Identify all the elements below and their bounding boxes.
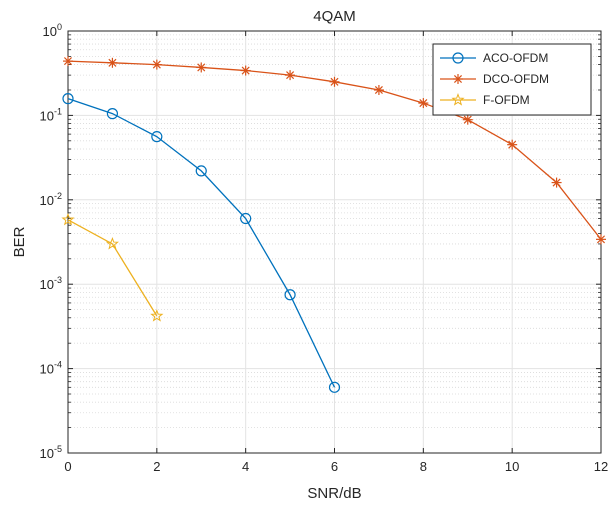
marker-stroke (241, 66, 250, 75)
legend-item-dco-ofdm: DCO-OFDM (440, 72, 549, 86)
data-point-aco-ofdm (284, 289, 296, 301)
legend-swatch-marker (451, 93, 465, 106)
y-axis-label: BER (11, 226, 28, 257)
x-tick-label: 12 (594, 459, 608, 474)
data-point-aco-ofdm (62, 93, 74, 105)
marker-stroke (286, 71, 295, 80)
series-layer (61, 56, 606, 393)
x-axis-label: SNR/dB (307, 485, 361, 502)
series-line-f-ofdm (67, 219, 158, 317)
marker-stroke (197, 63, 206, 72)
marker-stroke (508, 140, 517, 149)
marker-stroke (463, 115, 472, 124)
legend-swatch-marker (453, 74, 463, 84)
legend-label: DCO-OFDM (483, 72, 549, 86)
data-point-dco-ofdm (551, 177, 562, 188)
series-line-aco-ofdm (67, 98, 336, 388)
data-point-aco-ofdm (151, 131, 163, 143)
series-aco-ofdm (62, 93, 341, 393)
y-tick-label: 10-1 (40, 106, 62, 123)
series-f-ofdm (61, 212, 164, 322)
legend-item-aco-ofdm: ACO-OFDM (440, 51, 548, 65)
data-point-dco-ofdm (196, 62, 207, 73)
marker-stroke (419, 99, 428, 108)
y-tick-label: 100 (43, 22, 62, 39)
data-point-aco-ofdm (106, 108, 119, 120)
axes: 0 2 4 6 8 10 12 100 10-1 10-2 10-3 10-4 10-5 (40, 22, 609, 474)
y-tick-label: 10-4 (40, 360, 62, 377)
data-point-dco-ofdm (507, 139, 518, 150)
marker-stroke (596, 235, 606, 244)
data-point-aco-ofdm (328, 381, 341, 393)
data-point-f-ofdm (61, 212, 75, 226)
series-dco-ofdm (63, 56, 606, 245)
data-point-dco-ofdm (373, 84, 384, 95)
legend-label: F-OFDM (483, 93, 530, 107)
data-point-f-ofdm (150, 309, 164, 322)
x-tick-label: 6 (331, 459, 338, 474)
marker-stroke (108, 58, 117, 67)
data-point-aco-ofdm (240, 212, 252, 225)
data-point-dco-ofdm (151, 59, 162, 70)
legend-item-f-ofdm: F-OFDM (440, 93, 530, 107)
data-point-dco-ofdm (63, 56, 73, 67)
marker-stroke (374, 85, 383, 95)
marker-stroke (552, 178, 561, 187)
chart-title: 4QAM (313, 8, 356, 25)
marker-stroke (152, 60, 161, 69)
data-point-dco-ofdm (107, 57, 118, 68)
y-tick-label: 10-3 (40, 275, 62, 292)
x-tick-label: 10 (505, 459, 519, 474)
marker-stroke (453, 74, 463, 84)
legend: ACO-OFDM DCO-OFDM F-OFDM (432, 43, 592, 116)
marker-stroke (330, 77, 339, 86)
x-tick-label: 4 (242, 459, 249, 474)
data-point-f-ofdm (105, 236, 120, 250)
data-point-dco-ofdm (462, 114, 473, 125)
x-tick-label: 0 (64, 459, 71, 474)
data-point-aco-ofdm (195, 165, 207, 177)
y-tick-label: 10-5 (40, 444, 62, 461)
data-point-dco-ofdm (240, 65, 251, 76)
data-point-dco-ofdm (596, 234, 606, 245)
legend-swatch-marker (452, 52, 464, 64)
data-point-dco-ofdm (329, 76, 340, 87)
data-point-dco-ofdm (285, 70, 296, 81)
legend-label: ACO-OFDM (483, 51, 548, 65)
x-tick-label: 8 (420, 459, 427, 474)
y-tick-label: 10-2 (40, 191, 62, 208)
data-point-dco-ofdm (418, 98, 429, 109)
x-tick-label: 2 (153, 459, 160, 474)
marker-stroke (63, 57, 73, 66)
